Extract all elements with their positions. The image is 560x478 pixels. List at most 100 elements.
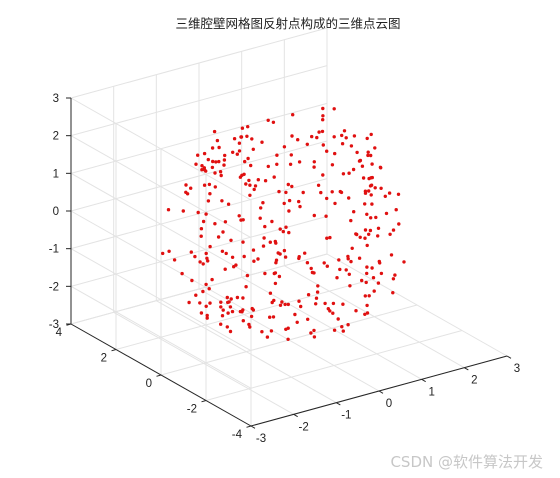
data-point bbox=[314, 296, 319, 300]
data-point bbox=[364, 280, 368, 285]
chart-title: 三维腔壁网格图反射点构成的三维点云图 bbox=[175, 16, 400, 31]
data-point bbox=[309, 331, 313, 335]
z-tick-label: -1 bbox=[49, 244, 59, 256]
data-point bbox=[278, 227, 282, 231]
data-point bbox=[224, 251, 228, 256]
data-point bbox=[199, 234, 203, 238]
data-point bbox=[305, 261, 310, 265]
data-point bbox=[277, 274, 282, 279]
grid-line bbox=[70, 97, 252, 201]
data-point bbox=[323, 301, 327, 306]
data-point bbox=[340, 133, 344, 138]
data-point bbox=[344, 136, 348, 140]
y-tick-mark bbox=[201, 400, 207, 403]
data-point bbox=[282, 145, 287, 149]
data-point bbox=[333, 201, 337, 206]
data-point bbox=[297, 299, 301, 303]
data-point bbox=[365, 265, 369, 269]
data-point bbox=[205, 256, 209, 260]
data-point bbox=[213, 222, 217, 226]
data-point bbox=[331, 311, 335, 315]
y-tick-label: 4 bbox=[56, 327, 63, 339]
data-point bbox=[370, 266, 374, 270]
data-point bbox=[222, 163, 226, 167]
data-point bbox=[269, 329, 274, 333]
data-point bbox=[256, 178, 260, 182]
data-point bbox=[252, 259, 256, 263]
data-point bbox=[284, 225, 288, 229]
data-point bbox=[367, 176, 371, 181]
data-point bbox=[365, 271, 369, 276]
data-point bbox=[291, 113, 295, 117]
data-point bbox=[185, 192, 190, 196]
data-point bbox=[161, 251, 165, 256]
data-point bbox=[282, 248, 287, 253]
data-point bbox=[247, 178, 251, 183]
data-point bbox=[391, 291, 395, 295]
data-point bbox=[341, 302, 345, 306]
data-point bbox=[351, 167, 356, 172]
data-point bbox=[340, 142, 345, 146]
data-point bbox=[383, 194, 387, 198]
data-point bbox=[358, 235, 362, 239]
data-point bbox=[286, 182, 290, 187]
data-point bbox=[270, 219, 274, 224]
data-point bbox=[235, 152, 239, 156]
data-point bbox=[208, 192, 212, 196]
data-point bbox=[369, 153, 373, 158]
x-tick-mark bbox=[464, 367, 469, 371]
data-point bbox=[215, 138, 220, 143]
data-point bbox=[172, 258, 177, 262]
z-tick-label: -2 bbox=[49, 281, 59, 293]
data-point bbox=[316, 183, 321, 187]
data-point bbox=[306, 293, 311, 297]
grid-line bbox=[70, 172, 252, 276]
data-point bbox=[217, 159, 221, 164]
data-point bbox=[340, 325, 344, 329]
data-point bbox=[297, 255, 301, 259]
data-point bbox=[200, 164, 204, 168]
data-point bbox=[251, 308, 256, 312]
data-point bbox=[274, 241, 278, 245]
data-point bbox=[251, 248, 256, 252]
data-point bbox=[205, 316, 209, 320]
data-point bbox=[228, 329, 233, 334]
data-point bbox=[344, 268, 348, 272]
data-point bbox=[309, 266, 313, 271]
data-point bbox=[275, 153, 279, 157]
data-point bbox=[402, 260, 406, 264]
data-point bbox=[290, 184, 294, 189]
data-point bbox=[365, 243, 369, 248]
data-point bbox=[256, 257, 260, 261]
data-point bbox=[332, 107, 336, 111]
data-point bbox=[296, 138, 300, 142]
data-point bbox=[342, 129, 347, 133]
data-point bbox=[378, 261, 382, 265]
y-tick-label: -2 bbox=[187, 404, 197, 416]
grid-line bbox=[70, 65, 328, 137]
data-point bbox=[204, 212, 208, 216]
data-point bbox=[338, 267, 342, 272]
data-point bbox=[387, 191, 392, 195]
data-point bbox=[337, 258, 341, 262]
data-point bbox=[251, 147, 255, 151]
data-point bbox=[325, 264, 329, 268]
data-point bbox=[204, 251, 208, 256]
data-point bbox=[261, 201, 265, 205]
grid-line bbox=[70, 285, 252, 389]
data-point bbox=[196, 210, 200, 215]
data-point bbox=[259, 206, 263, 210]
data-point bbox=[205, 313, 209, 318]
data-point bbox=[202, 168, 207, 172]
data-point bbox=[249, 314, 254, 319]
x-tick-mark bbox=[421, 378, 426, 383]
data-point bbox=[272, 175, 276, 179]
z-tick-label: -3 bbox=[49, 319, 59, 331]
data-point bbox=[310, 270, 315, 275]
data-point bbox=[220, 249, 225, 253]
data-point bbox=[263, 271, 267, 276]
x-tick-label: 1 bbox=[428, 386, 434, 398]
data-point bbox=[266, 118, 270, 123]
data-point bbox=[207, 182, 212, 187]
